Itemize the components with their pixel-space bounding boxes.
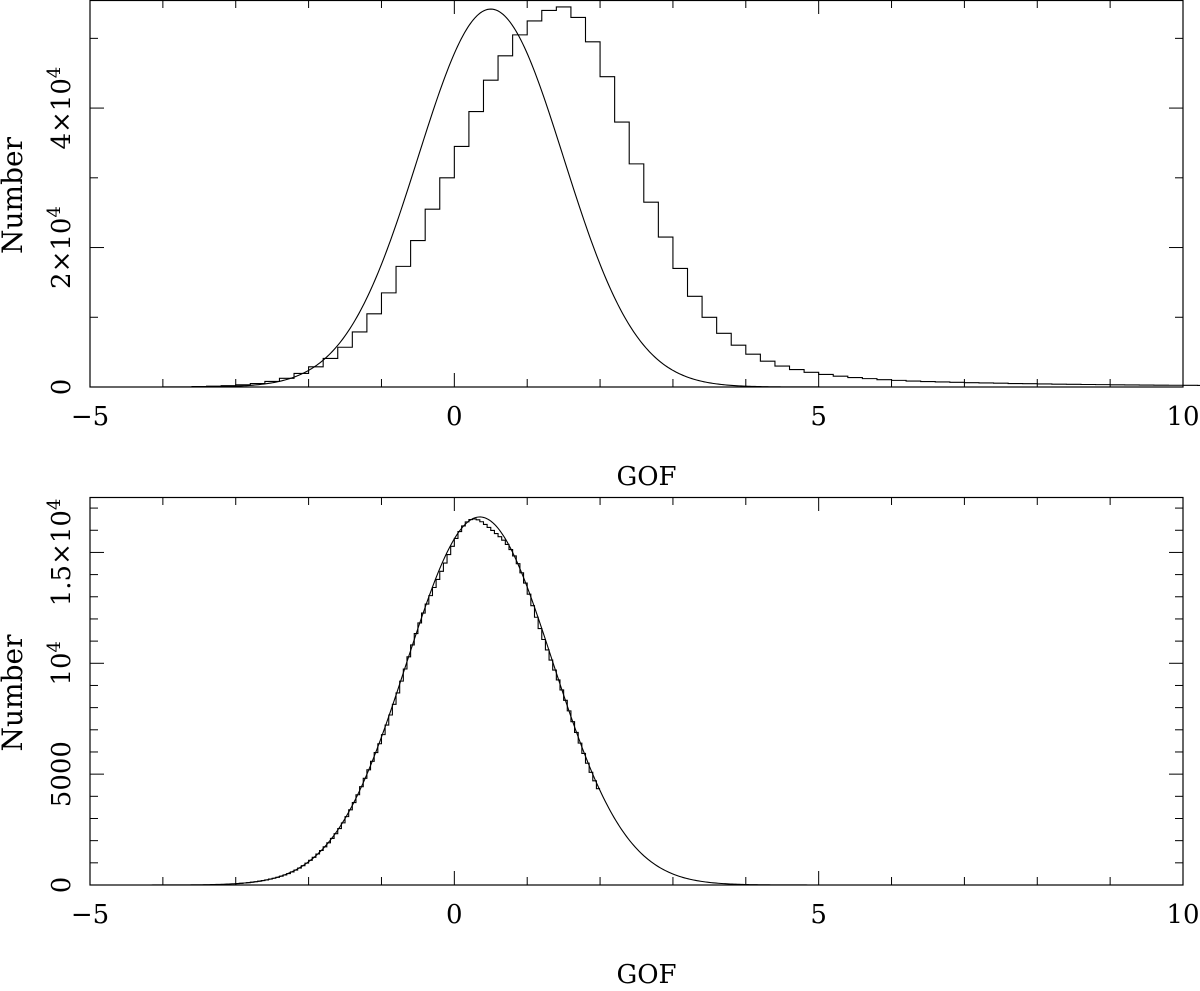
y-tick-label: 104 bbox=[44, 641, 77, 686]
histogram-series bbox=[235, 518, 601, 885]
plot-frame bbox=[89, 0, 1184, 388]
x-tick-label: 10 bbox=[1166, 402, 1199, 432]
y-axis-label: Number bbox=[0, 136, 29, 254]
chart-panel-2: −5 0 5 10 0 5000 104 1.5×104 GOF Number bbox=[0, 496, 1200, 990]
y-tick-label: 5000 bbox=[47, 741, 77, 807]
y-tick-label: 0 bbox=[47, 877, 77, 894]
y-tick-label: 0 bbox=[47, 379, 77, 396]
y-axis-label: Number bbox=[0, 634, 29, 752]
x-tick-label: 5 bbox=[810, 402, 827, 432]
histogram-series bbox=[191, 6, 1200, 388]
x-tick-label: −5 bbox=[71, 900, 109, 930]
y-tick-label: 4×104 bbox=[44, 67, 77, 150]
gaussian-fit-curve bbox=[126, 516, 1183, 886]
chart-panel-1: −5 0 5 10 0 2×104 4×104 GOF Number bbox=[0, 0, 1200, 492]
plot-frame bbox=[89, 496, 1184, 886]
gaussian-fit-curve bbox=[126, 8, 1183, 388]
x-tick-label: 10 bbox=[1166, 900, 1199, 930]
x-axis-label: GOF bbox=[616, 462, 676, 492]
y-tick-label: 2×104 bbox=[44, 206, 77, 289]
x-tick-label: 0 bbox=[446, 900, 463, 930]
x-tick-label: −5 bbox=[71, 402, 109, 432]
x-axis-label: GOF bbox=[616, 960, 676, 987]
y-tick-label: 1.5×104 bbox=[44, 499, 77, 607]
x-tick-label: 0 bbox=[446, 402, 463, 432]
x-tick-label: 5 bbox=[810, 900, 827, 930]
